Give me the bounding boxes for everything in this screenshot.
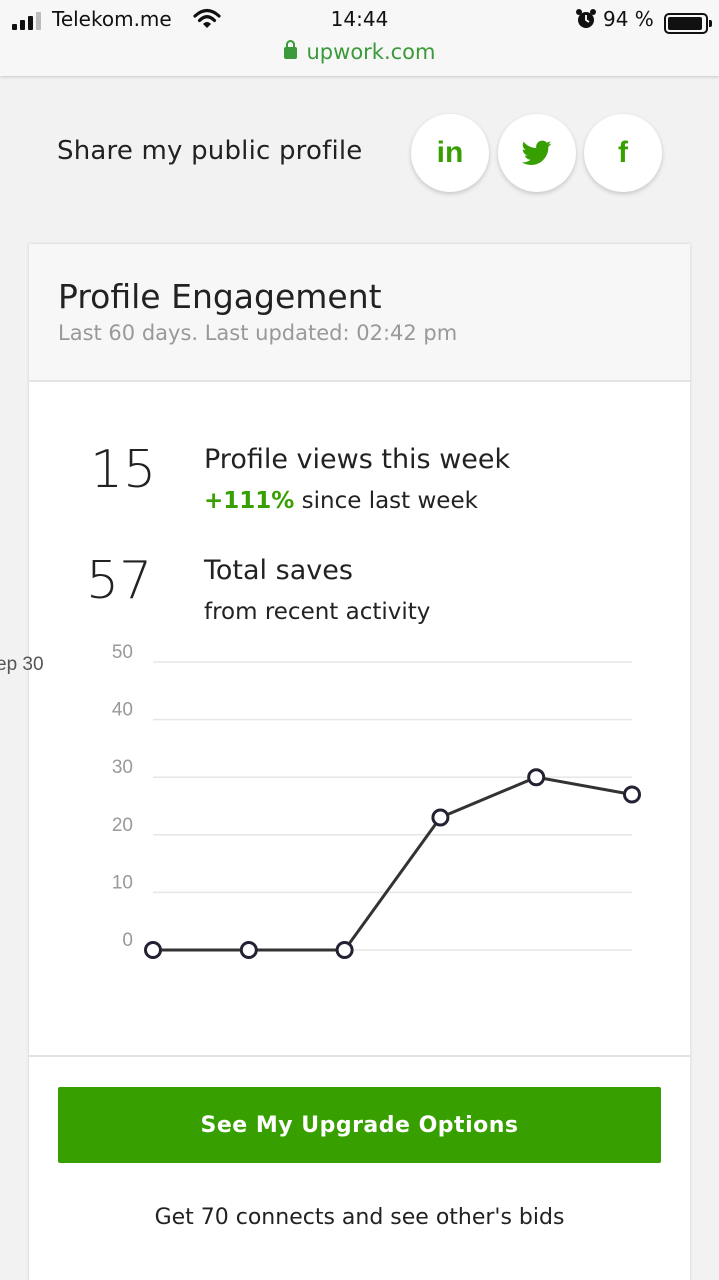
share-profile-label: Share my public profile bbox=[57, 136, 363, 166]
profile-views-count: 15 bbox=[90, 440, 157, 500]
card-header: Profile Engagement Last 60 days. Last up… bbox=[29, 244, 690, 382]
battery-icon bbox=[664, 13, 712, 34]
total-saves-count: 57 bbox=[86, 551, 153, 611]
connects-info-text: Get 70 connects and see other's bids bbox=[154, 1205, 565, 1230]
url-text: upwork.com bbox=[306, 40, 436, 64]
profile-views-delta: +111% bbox=[204, 488, 295, 514]
profile-views-change-text: since last week bbox=[294, 488, 478, 514]
share-twitter-button[interactable] bbox=[498, 114, 576, 192]
lock-icon bbox=[283, 40, 297, 59]
upgrade-options-button[interactable]: See My Upgrade Options bbox=[58, 1087, 661, 1163]
signal-icon bbox=[12, 12, 41, 30]
card-subtitle: Last 60 days. Last updated: 02:42 pm bbox=[58, 321, 458, 345]
twitter-bird-icon bbox=[522, 140, 552, 165]
card-title: Profile Engagement bbox=[58, 277, 382, 316]
share-linkedin-button[interactable]: in bbox=[411, 114, 489, 192]
url-bar[interactable]: upwork.com bbox=[0, 40, 719, 64]
profile-views-label: Profile views this week bbox=[204, 444, 511, 475]
share-facebook-button[interactable]: f bbox=[584, 114, 662, 192]
alarm-icon bbox=[576, 9, 596, 28]
total-saves-sublabel: from recent activity bbox=[204, 599, 431, 625]
wifi-icon bbox=[193, 8, 221, 28]
status-time: 14:44 bbox=[330, 7, 389, 31]
profile-engagement-card: Profile Engagement Last 60 days. Last up… bbox=[29, 244, 690, 1280]
card-divider bbox=[29, 1055, 690, 1057]
carrier-name: Telekom.me bbox=[52, 7, 172, 31]
linkedin-icon: in bbox=[436, 136, 464, 169]
profile-views-change: +111% since last week bbox=[204, 488, 478, 514]
browser-top-bar: Telekom.me 14:44 94 % upwork.com bbox=[0, 0, 719, 76]
status-bar: Telekom.me 14:44 94 % bbox=[0, 6, 719, 36]
battery-percentage: 94 % bbox=[603, 7, 654, 31]
facebook-icon: f bbox=[618, 136, 628, 169]
total-saves-label: Total saves bbox=[204, 555, 353, 586]
